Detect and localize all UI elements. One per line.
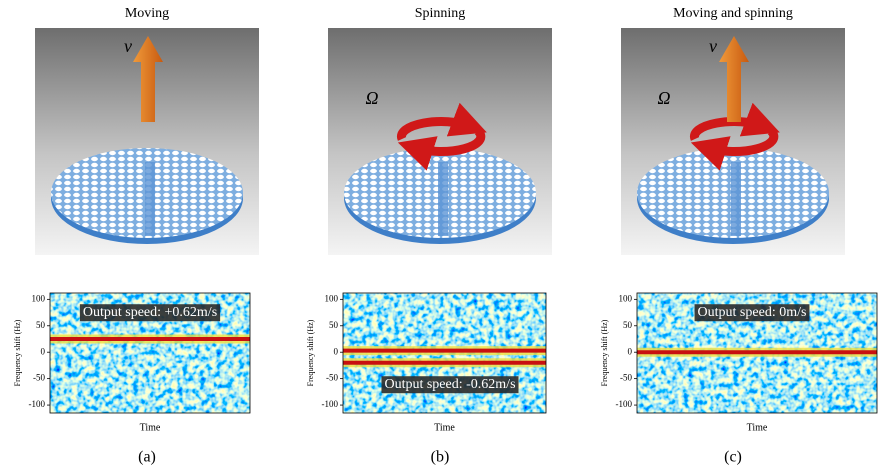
y-tick-label: 0 [334, 346, 339, 356]
y-axis-label: Frequency shift (Hz) [13, 319, 22, 386]
y-tick-label: 100 [325, 293, 339, 303]
y-tick-label: 0 [628, 346, 633, 356]
y-tick-label: -50 [33, 373, 45, 383]
annotation: Output speed: -0.62m/s [381, 376, 518, 393]
y-tick-label: 0 [41, 346, 46, 356]
waveguide [145, 162, 155, 236]
symbol: Ω [657, 88, 670, 108]
annotation-text: Output speed: -0.62m/s [384, 377, 515, 392]
annotation: Output speed: 0m/s [695, 304, 810, 321]
x-axis-label: Time [434, 422, 455, 433]
symbol: v [709, 36, 717, 56]
annotation-text: Output speed: 0m/s [698, 305, 807, 320]
y-tick-label: 50 [329, 320, 339, 330]
y-axis-label: Frequency shift (Hz) [306, 319, 315, 386]
panel-title: Moving [125, 6, 169, 21]
y-tick-label: 50 [36, 320, 46, 330]
panel-caption: (c) [724, 449, 742, 466]
y-tick-label: 100 [32, 293, 46, 303]
panel-caption: (b) [431, 449, 450, 466]
symbol: Ω [365, 88, 378, 108]
y-tick-label: 100 [619, 293, 633, 303]
panel-title: Moving and spinning [673, 6, 793, 21]
waveguide [731, 162, 741, 236]
figure: Moving v 100 50 0 -50 -100 Frequency shift (Hz)… [0, 0, 880, 470]
symbol: v [124, 36, 132, 56]
y-tick-label: -50 [620, 373, 632, 383]
annotation-text: Output speed: +0.62m/s [83, 305, 217, 320]
x-axis-label: Time [747, 422, 768, 433]
y-axis-label: Frequency shift (Hz) [600, 319, 609, 386]
y-tick-label: 50 [623, 320, 633, 330]
annotation: Output speed: +0.62m/s [80, 304, 220, 321]
x-axis-label: Time [140, 422, 161, 433]
y-tick-label: -100 [616, 399, 633, 409]
y-tick-label: -100 [29, 399, 46, 409]
panel-title: Spinning [415, 6, 466, 21]
y-tick-label: -50 [326, 373, 338, 383]
waveguide [438, 162, 448, 236]
y-tick-label: -100 [322, 399, 339, 409]
panel-caption: (a) [138, 449, 156, 466]
